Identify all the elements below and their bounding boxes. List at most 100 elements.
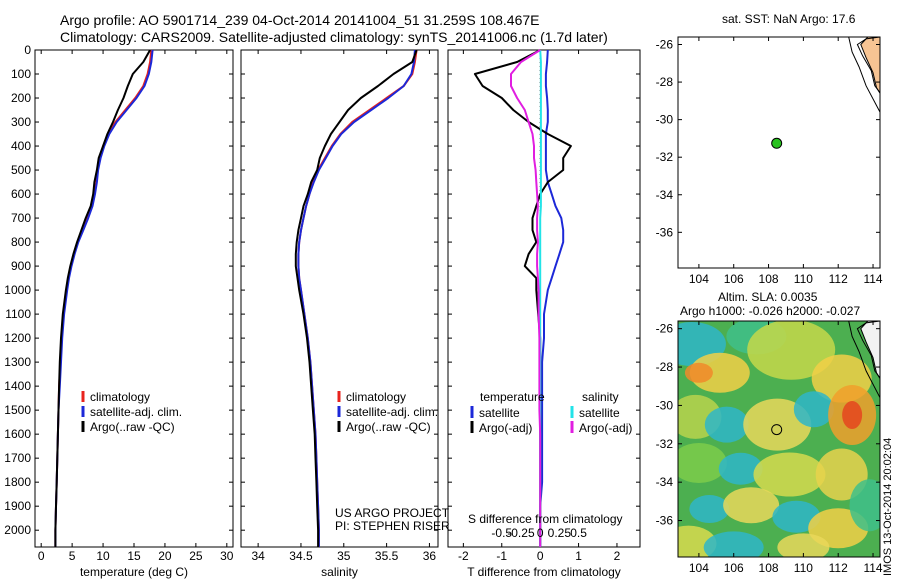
map-y-tick-label: -32: [656, 437, 674, 451]
x-tick-label: 0: [537, 549, 544, 563]
legend-label: satellite-adj. clim.: [346, 405, 438, 419]
y-tick-label: 600: [11, 187, 31, 201]
x-tick-label: -1: [496, 549, 507, 563]
map-x-tick-label: 114: [863, 561, 882, 575]
map-x-tick-label: 112: [829, 561, 848, 575]
y-tick-label: 400: [11, 139, 31, 153]
y-tick-label: 1000: [4, 283, 31, 297]
map-layer-altimetry-map: [678, 321, 880, 557]
y-tick-label: 2000: [4, 523, 31, 537]
y-tick-label: 1400: [4, 379, 31, 393]
coastline: [856, 321, 880, 379]
map-y-tick-label: -34: [656, 188, 674, 202]
s-tick-label: 0.5: [570, 526, 587, 540]
map-y-tick-label: -28: [656, 75, 674, 89]
map-x-tick-label: 104: [689, 272, 709, 286]
sla-anomaly: [815, 448, 868, 501]
map-x-tick-label: 104: [689, 561, 709, 575]
x-tick-label: 20: [158, 549, 172, 563]
y-tick-label: 1800: [4, 475, 31, 489]
sla-title: Altim. SLA: 0.0035: [718, 290, 818, 304]
y-tick-label: 1700: [4, 451, 31, 465]
legend-label: climatology: [90, 390, 150, 404]
map-x-tick-label: 112: [829, 272, 848, 286]
legend-label: Argo(..raw -QC): [90, 420, 175, 434]
map-y-tick-label: -34: [656, 475, 674, 489]
x-tick-label: 15: [127, 549, 141, 563]
sla-anomaly: [723, 487, 780, 524]
sla-anomaly: [772, 500, 821, 533]
map-y-tick-label: -30: [656, 113, 674, 127]
y-tick-label: 0: [24, 43, 31, 57]
legend-label: climatology: [346, 390, 406, 404]
sst-title: sat. SST: NaN Argo: 17.6: [722, 12, 856, 26]
project-label: US ARGO PROJECT: [335, 506, 450, 520]
x-tick-label: 5: [69, 549, 76, 563]
plot-frame-difference-profile: [447, 49, 641, 548]
x-tick-label: 34: [251, 549, 265, 563]
s-axis-label: S difference from climatology: [468, 512, 623, 526]
y-tick-label: 200: [11, 91, 31, 105]
sla-anomaly: [718, 452, 763, 485]
climatology-title: Climatology: CARS2009. Satellite-adjuste…: [60, 29, 608, 45]
sla-anomaly: [689, 495, 730, 524]
map-x-tick-label: 108: [759, 272, 779, 286]
map-y-tick-label: -36: [656, 225, 674, 239]
argo-float-marker: [771, 137, 783, 149]
map-frame: [677, 36, 881, 269]
x-tick-label: 36: [423, 549, 437, 563]
shelf-contour: [848, 37, 880, 113]
legend-label: Argo(-adj): [579, 421, 632, 435]
sla-anomaly: [777, 533, 830, 557]
y-tick-label: 1500: [4, 403, 31, 417]
legend-header-salinity: salinity: [582, 390, 619, 404]
map-x-tick-label: 106: [724, 272, 744, 286]
legend-label: Argo(..raw -QC): [346, 420, 431, 434]
x-tick-label: 35.5: [375, 549, 399, 563]
x-axis-label: temperature (deg C): [80, 565, 188, 579]
map-y-tick-label: -32: [656, 150, 674, 164]
sla-anomaly: [689, 352, 750, 393]
map-y-tick-label: -30: [656, 398, 674, 412]
s-tick-label: 0.25: [548, 526, 572, 540]
legend-label: satellite: [579, 406, 620, 420]
sla-anomaly: [704, 406, 749, 443]
argo-float-marker: [771, 424, 783, 436]
legend-label: satellite: [479, 406, 520, 420]
y-tick-label: 1300: [4, 355, 31, 369]
sla-anomaly: [842, 401, 863, 430]
sla-anomaly: [678, 442, 727, 483]
x-tick-label: 10: [96, 549, 110, 563]
x-tick-label: 1: [575, 549, 582, 563]
series-line-argo-raw-qc-: [294, 49, 418, 547]
profile-title: Argo profile: AO 5901714_239 04-Oct-2014…: [60, 12, 540, 28]
sla-anomaly: [753, 452, 826, 497]
y-tick-label: 1100: [5, 307, 31, 321]
sla-anomaly: [684, 362, 713, 383]
sla-anomaly: [793, 391, 834, 428]
legend-label: satellite-adj. clim.: [90, 405, 182, 419]
map-y-tick-label: -28: [656, 360, 674, 374]
x-tick-label: 35: [337, 549, 351, 563]
s-tick-label: -0.5: [491, 526, 512, 540]
y-tick-label: 800: [11, 235, 31, 249]
s-tick-label: 0: [537, 526, 544, 540]
x-tick-label: -2: [458, 549, 469, 563]
s-tick-label: -0.25: [507, 526, 535, 540]
map-x-tick-label: 108: [759, 561, 779, 575]
shelf-contour: [848, 321, 880, 398]
map-y-tick-label: -26: [656, 322, 674, 336]
map-y-tick-label: -26: [656, 38, 674, 52]
map-x-tick-label: 110: [794, 272, 813, 286]
x-tick-label: 0: [38, 549, 45, 563]
map-y-tick-label: -36: [656, 514, 674, 528]
y-tick-label: 300: [11, 115, 31, 129]
series-line-t-satellite: [539, 49, 565, 547]
map-x-tick-label: 114: [863, 272, 882, 286]
y-tick-label: 700: [11, 211, 31, 225]
map-x-tick-label: 106: [724, 561, 744, 575]
series-line-s-argo-adj-: [510, 49, 542, 547]
legend-label: Argo(-adj): [479, 421, 532, 435]
pi-label: PI: STEPHEN RISER: [335, 519, 450, 533]
